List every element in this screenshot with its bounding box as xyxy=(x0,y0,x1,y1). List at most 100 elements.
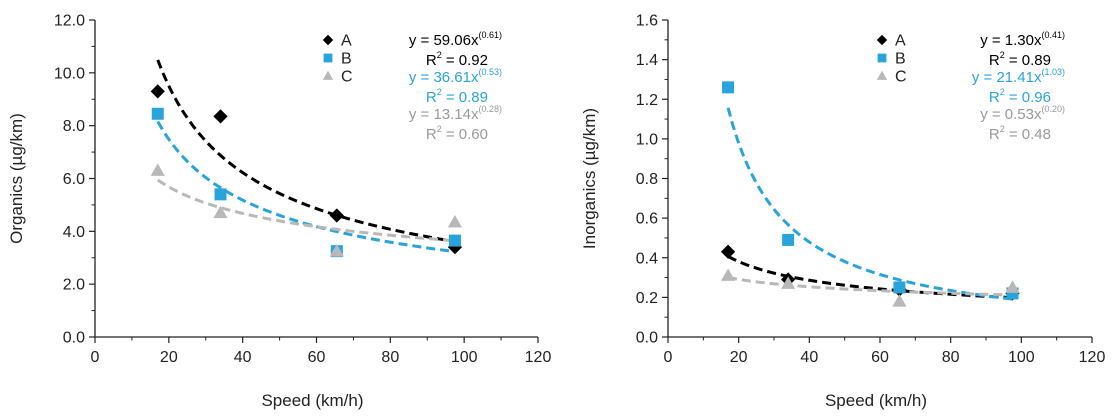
fit-curve-c xyxy=(156,178,456,243)
equation-text: y = 0.53x xyxy=(980,106,1042,123)
data-point-c xyxy=(329,244,344,257)
equation-text: y = 59.06x xyxy=(409,32,479,49)
equation-text: y = 1.30x xyxy=(980,32,1042,49)
data-point-a xyxy=(150,84,165,99)
fit-curve-a xyxy=(727,255,1013,300)
equation-exponent: (1.03) xyxy=(1041,67,1065,77)
r-squared-label: R xyxy=(426,52,437,69)
equation-text: y = 36.61x xyxy=(409,69,479,86)
legend: ABC xyxy=(322,33,353,86)
y-tick-label: 0.6 xyxy=(636,211,658,228)
data-point-b xyxy=(448,234,461,247)
r-squared-value: = 0.92 xyxy=(442,52,488,69)
x-tick-label: 100 xyxy=(451,349,478,366)
data-point-a xyxy=(720,244,736,259)
r-squared-b: R2 = 0.96 xyxy=(989,87,1051,106)
r-squared-exponent: 2 xyxy=(437,50,442,60)
fit-equations: y = 59.06x(0.61)R2 = 0.92y = 36.61x(0.53… xyxy=(409,30,502,143)
y-tick-label: 10.0 xyxy=(54,65,85,82)
y-tick-label: 1.6 xyxy=(636,13,658,30)
fit-equation-c: y = 13.14x(0.28) xyxy=(409,104,502,123)
legend: ABC xyxy=(876,33,907,86)
fit-equation-a: y = 1.30x(0.41) xyxy=(980,30,1065,49)
x-tick-label: 80 xyxy=(942,349,960,366)
legend-marker-a xyxy=(322,34,334,46)
r-squared-c: R2 = 0.48 xyxy=(989,124,1051,143)
y-tick-label: 4.0 xyxy=(63,224,85,241)
data-point-b xyxy=(893,281,906,294)
r-squared-exponent: 2 xyxy=(1000,87,1005,97)
data-point-a xyxy=(329,208,344,223)
x-axis-title: Speed (km/h) xyxy=(825,391,927,410)
x-tick-label: 60 xyxy=(871,349,889,366)
equation-text: y = 13.14x xyxy=(409,106,479,123)
y-tick-label: 2.0 xyxy=(63,277,85,294)
r-squared-a: R2 = 0.92 xyxy=(426,50,488,69)
r-squared-value: = 0.60 xyxy=(442,126,488,143)
r-squared-a: R2 = 0.89 xyxy=(989,50,1051,69)
x-tick-label: 40 xyxy=(234,349,252,366)
data-point-c xyxy=(213,205,228,219)
legend-marker-c xyxy=(876,70,888,80)
fit-equation-b: y = 21.41x(1.03) xyxy=(972,67,1065,86)
data-point-c xyxy=(1005,280,1020,293)
legend-marker-a xyxy=(876,34,888,46)
equation-exponent: (0.41) xyxy=(1041,30,1065,40)
x-tick-label: 0 xyxy=(91,349,100,366)
x-tick-label: 60 xyxy=(308,349,326,366)
r-squared-label: R xyxy=(989,126,1000,143)
y-tick-label: 1.0 xyxy=(636,131,658,148)
data-point-b xyxy=(782,233,795,246)
fit-equation-c: y = 0.53x(0.20) xyxy=(980,104,1065,123)
x-tick-label: 120 xyxy=(525,349,552,366)
x-tick-label: 40 xyxy=(800,349,818,366)
fit-equations: y = 1.30x(0.41)R2 = 0.89y = 21.41x(1.03)… xyxy=(972,30,1065,143)
data-point-b xyxy=(214,188,227,201)
x-tick-label: 100 xyxy=(1008,349,1035,366)
data-point-c xyxy=(720,268,736,281)
y-tick-label: 0.2 xyxy=(636,290,658,307)
r-squared-exponent: 2 xyxy=(437,124,442,134)
r-squared-value: = 0.89 xyxy=(442,89,488,106)
y-tick-label: 0.4 xyxy=(636,250,658,267)
r-squared-b: R2 = 0.89 xyxy=(426,87,488,106)
r-squared-c: R2 = 0.60 xyxy=(426,124,488,143)
equation-exponent: (0.61) xyxy=(478,30,502,40)
legend-label-a: A xyxy=(895,33,906,50)
equation-exponent: (0.20) xyxy=(1041,104,1065,114)
y-tick-label: 0.8 xyxy=(636,171,658,188)
x-axis-title: Speed (km/h) xyxy=(261,391,363,410)
data-point-b xyxy=(151,107,164,120)
r-squared-value: = 0.96 xyxy=(1005,89,1051,106)
legend-label-c: C xyxy=(341,69,353,86)
fit-equation-a: y = 59.06x(0.61) xyxy=(409,30,502,49)
fit-curve-a xyxy=(156,59,456,244)
r-squared-label: R xyxy=(989,89,1000,106)
y-tick-label: 1.4 xyxy=(636,52,658,69)
x-tick-label: 120 xyxy=(1079,349,1106,366)
y-axis-title: Inorganics (µg/km) xyxy=(580,108,599,249)
data-point-c xyxy=(447,214,463,228)
y-tick-label: 6.0 xyxy=(63,171,85,188)
r-squared-label: R xyxy=(426,126,437,143)
r-squared-value: = 0.48 xyxy=(1005,126,1051,143)
y-tick-label: 0.0 xyxy=(63,330,85,347)
chart-2: 0.0 0.2 0.4 0.6 0.8 1.0 1.2 1.4 1.6 0 20 40 60 80 100 1… xyxy=(580,13,1105,411)
fit-equation-b: y = 36.61x(0.53) xyxy=(409,67,502,86)
y-tick-label: 0.0 xyxy=(636,330,658,347)
x-tick-label: 20 xyxy=(730,349,748,366)
r-squared-exponent: 2 xyxy=(437,87,442,97)
data-point-a xyxy=(213,109,228,124)
r-squared-label: R xyxy=(426,89,437,106)
fit-curve-c xyxy=(727,275,1013,297)
x-tick-label: 80 xyxy=(381,349,399,366)
y-axis-title: Organics (µg/km) xyxy=(7,113,26,244)
legend-label-a: A xyxy=(341,33,352,50)
legend-label-b: B xyxy=(895,51,906,68)
r-squared-exponent: 2 xyxy=(1000,124,1005,134)
equation-exponent: (0.28) xyxy=(478,104,502,114)
legend-marker-b xyxy=(323,53,333,63)
x-tick-label: 20 xyxy=(160,349,178,366)
r-squared-label: R xyxy=(989,52,1000,69)
